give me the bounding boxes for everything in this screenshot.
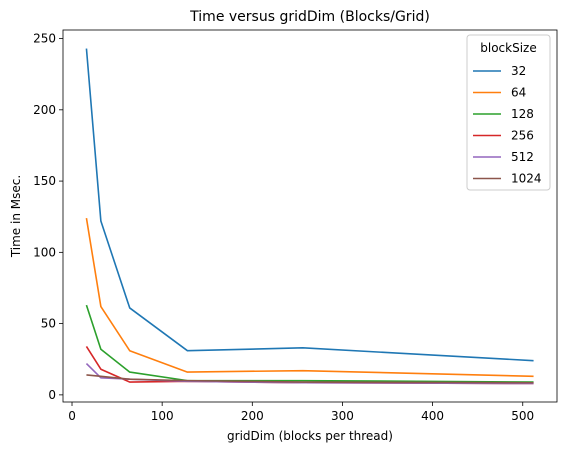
x-tick-label: 400 [421,409,444,423]
y-tick-label: 100 [33,245,56,259]
legend-label-64: 64 [511,86,526,100]
y-tick-label: 0 [48,388,56,402]
legend-label-128: 128 [511,107,534,121]
series-line-256 [85,345,534,385]
x-tick-label: 0 [68,409,76,423]
x-tick-label: 500 [511,409,534,423]
series-line-64 [85,218,534,378]
series-line-32 [85,48,534,362]
legend-label-256: 256 [511,129,534,143]
y-tick-label: 50 [41,317,56,331]
legend-label-512: 512 [511,150,534,164]
series-line-1024 [86,374,534,384]
legend: blockSize 32 64 128 256 512 1024 [466,34,551,191]
y-tick-label: 200 [33,103,56,117]
axis-ticks: 0 100 200 300 400 500 0 50 100 150 200 250 [33,32,534,423]
series-line-128 [85,304,534,383]
x-tick-label: 100 [151,409,174,423]
x-axis-label: gridDim (blocks per thread) [227,429,393,443]
y-tick-label: 250 [33,32,56,46]
y-axis-label: Time in Msec. [9,175,23,258]
plot-frame [62,29,558,403]
x-tick-label: 300 [331,409,354,423]
y-tick-label: 150 [33,174,56,188]
legend-label-32: 32 [511,64,526,78]
x-tick-label: 200 [241,409,264,423]
chart-title: Time versus gridDim (Blocks/Grid) [189,9,430,25]
legend-label-1024: 1024 [511,172,542,186]
series-lines [85,48,534,385]
legend-title: blockSize [480,41,536,55]
legend-box [466,34,551,191]
